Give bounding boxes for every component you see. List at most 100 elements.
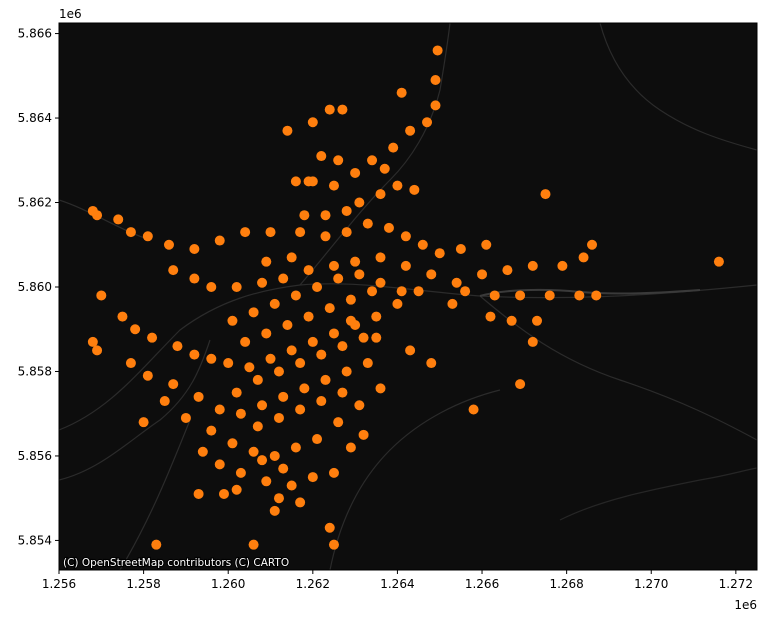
data-point xyxy=(350,167,361,178)
data-point xyxy=(299,210,310,221)
y-tick-label: 5.864 xyxy=(18,111,52,125)
data-point xyxy=(214,404,225,415)
data-point xyxy=(375,277,386,288)
x-tick-label: 1.264 xyxy=(380,577,414,591)
data-point xyxy=(290,442,301,453)
data-point xyxy=(328,180,339,191)
data-point xyxy=(367,155,378,166)
data-point xyxy=(477,269,488,280)
points-layer xyxy=(87,45,724,550)
data-point xyxy=(168,265,179,276)
data-point xyxy=(324,303,335,314)
data-point xyxy=(392,180,403,191)
data-point xyxy=(307,472,318,483)
data-point xyxy=(337,341,348,352)
y-tick-label: 5.854 xyxy=(18,533,52,547)
data-point xyxy=(333,417,344,428)
data-point xyxy=(147,332,158,343)
data-point xyxy=(481,239,492,250)
data-point xyxy=(278,463,289,474)
data-point xyxy=(295,227,306,238)
data-point xyxy=(138,417,149,428)
data-point xyxy=(189,243,200,254)
y-axis: 5.854 5.856 5.858 5.860 5.862 5.864 5.866 xyxy=(18,27,59,547)
data-point xyxy=(269,505,280,516)
data-point xyxy=(375,189,386,200)
data-point xyxy=(358,429,369,440)
x-tick-label: 1.268 xyxy=(549,577,583,591)
data-point xyxy=(257,277,268,288)
data-point xyxy=(354,197,365,208)
data-point xyxy=(295,404,306,415)
data-point xyxy=(362,358,373,369)
x-tick-label: 1.256 xyxy=(42,577,76,591)
data-point xyxy=(371,311,382,322)
basemap xyxy=(59,23,757,570)
data-point xyxy=(328,328,339,339)
data-point xyxy=(591,290,602,301)
data-point xyxy=(282,320,293,331)
data-point xyxy=(312,281,323,292)
data-point xyxy=(231,484,242,495)
data-point xyxy=(375,252,386,263)
data-point xyxy=(303,265,314,276)
x-offset-label: 1e6 xyxy=(734,598,757,612)
y-tick-label: 5.860 xyxy=(18,280,52,294)
data-point xyxy=(506,315,517,326)
data-point xyxy=(405,345,416,356)
data-point xyxy=(396,87,407,98)
data-point xyxy=(430,100,441,111)
x-tick-label: 1.260 xyxy=(211,577,245,591)
data-point xyxy=(193,488,204,499)
data-point xyxy=(286,252,297,263)
data-point xyxy=(417,239,428,250)
data-point xyxy=(333,273,344,284)
data-point xyxy=(197,446,208,457)
data-point xyxy=(96,290,107,301)
data-point xyxy=(320,210,331,221)
data-point xyxy=(405,125,416,136)
data-point xyxy=(400,231,411,242)
data-point xyxy=(379,163,390,174)
data-point xyxy=(113,214,124,225)
data-point xyxy=(231,387,242,398)
data-point xyxy=(455,243,466,254)
map-attribution: (C) OpenStreetMap contributors (C) CARTO xyxy=(63,557,289,569)
data-point xyxy=(248,307,259,318)
data-point xyxy=(223,358,234,369)
data-point xyxy=(189,273,200,284)
data-point xyxy=(265,353,276,364)
data-point xyxy=(227,315,238,326)
data-point xyxy=(574,290,585,301)
data-point xyxy=(333,155,344,166)
data-point xyxy=(485,311,496,322)
data-point xyxy=(269,298,280,309)
data-point xyxy=(307,336,318,347)
data-point xyxy=(341,366,352,377)
data-point xyxy=(515,290,526,301)
data-point xyxy=(324,104,335,115)
data-point xyxy=(367,286,378,297)
x-tick-label: 1.258 xyxy=(126,577,160,591)
data-point xyxy=(447,298,458,309)
data-point xyxy=(307,117,318,128)
data-point xyxy=(180,412,191,423)
data-point xyxy=(87,336,98,347)
data-point xyxy=(328,539,339,550)
x-tick-label: 1.270 xyxy=(634,577,668,591)
data-point xyxy=(341,227,352,238)
data-point xyxy=(244,362,255,373)
data-point xyxy=(142,370,153,381)
data-point xyxy=(354,400,365,411)
data-point xyxy=(273,412,284,423)
data-point xyxy=(278,273,289,284)
data-point xyxy=(320,374,331,385)
data-point xyxy=(214,235,225,246)
data-point xyxy=(345,442,356,453)
data-point xyxy=(422,117,433,128)
data-point xyxy=(235,467,246,478)
data-point xyxy=(358,332,369,343)
data-point xyxy=(375,383,386,394)
y-tick-label: 5.856 xyxy=(18,449,52,463)
